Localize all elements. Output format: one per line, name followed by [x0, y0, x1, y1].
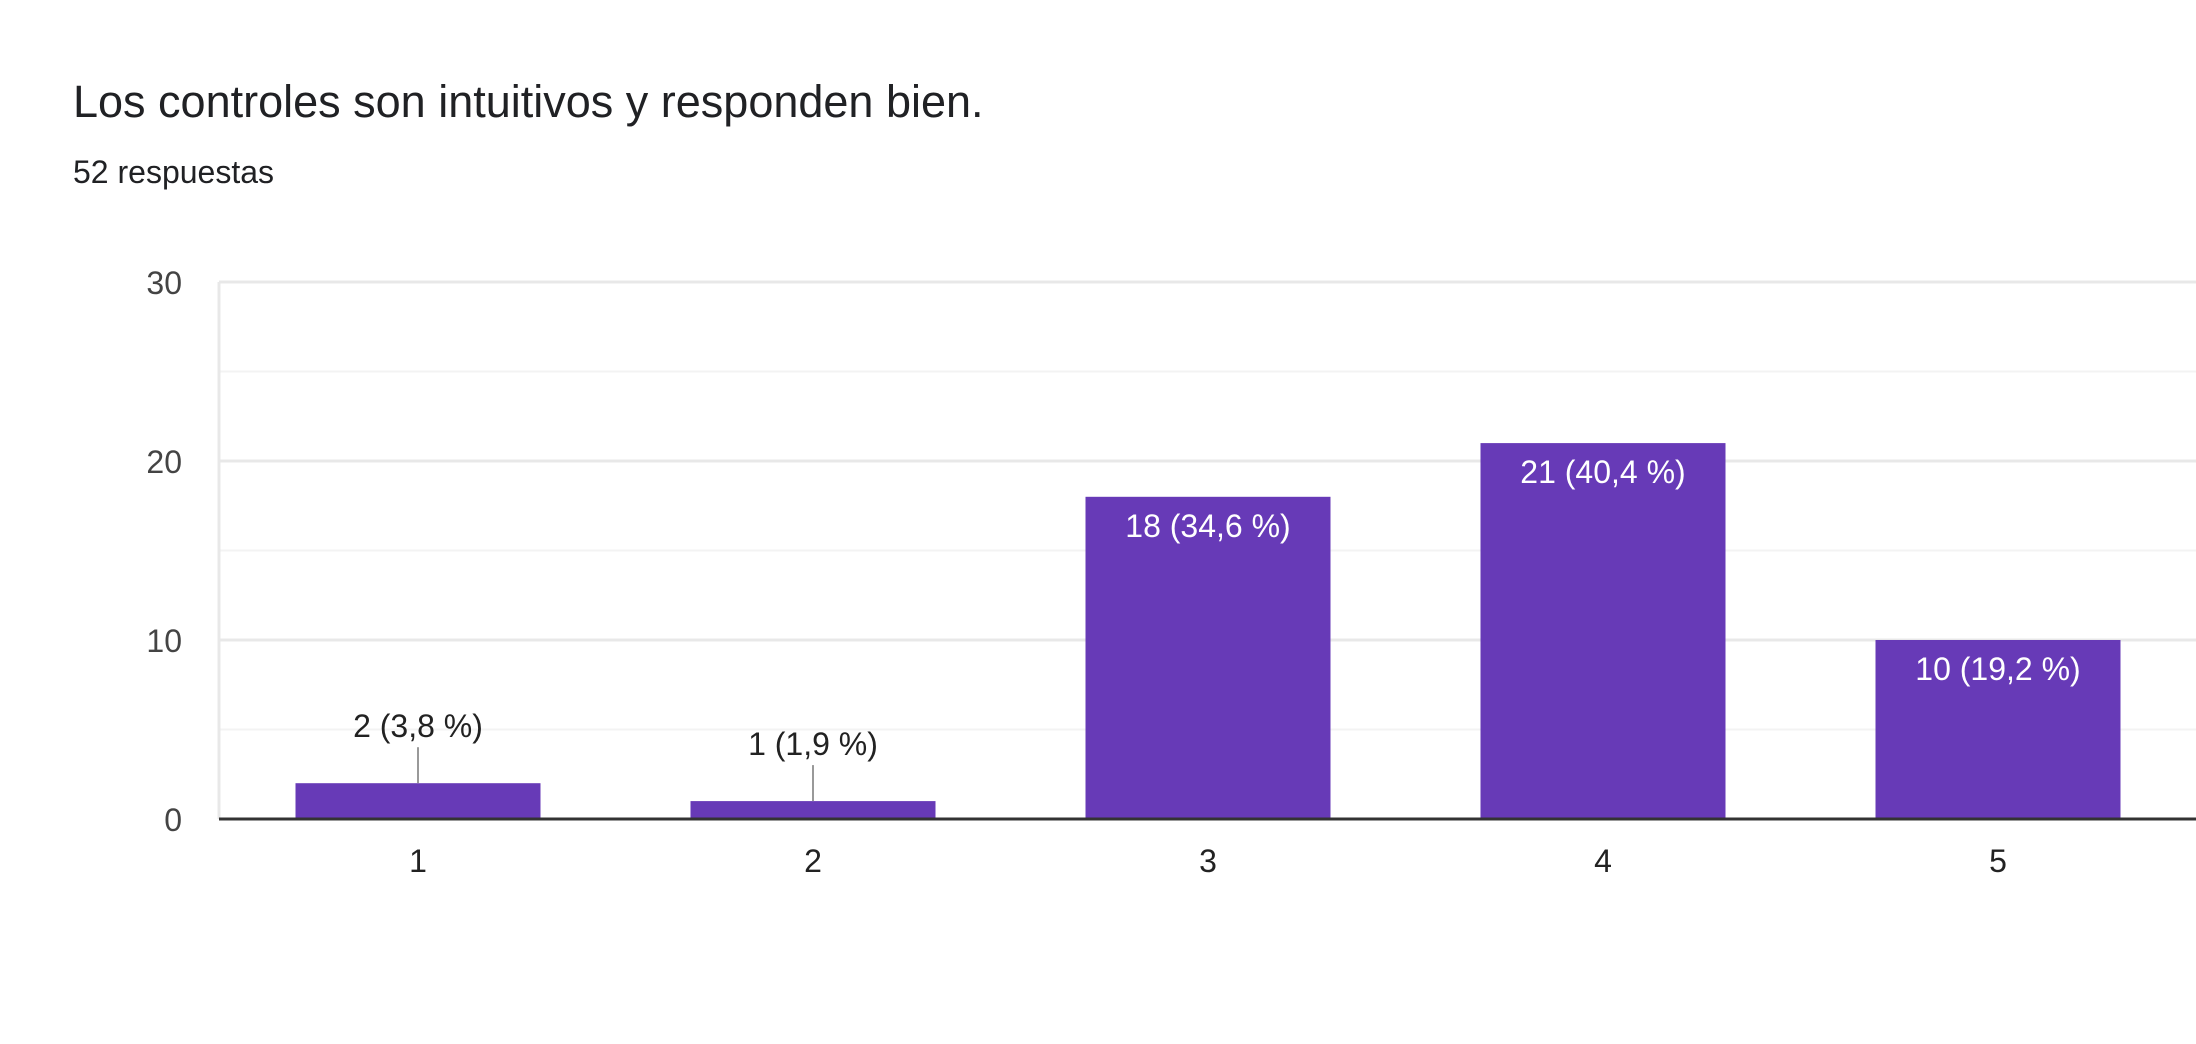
chart-header: Los controles son intuitivos y responden… — [73, 72, 984, 192]
bar — [1480, 443, 1726, 819]
y-tick-label: 0 — [164, 802, 182, 838]
y-tick-label: 30 — [146, 265, 182, 301]
bar — [1875, 640, 2121, 819]
data-label: 18 (34,6 %) — [1125, 508, 1290, 544]
x-tick-label: 2 — [804, 843, 822, 879]
data-label: 1 (1,9 %) — [748, 726, 878, 762]
y-tick-label: 10 — [146, 623, 182, 659]
data-label: 2 (3,8 %) — [353, 708, 483, 744]
response-count: 52 respuestas — [73, 154, 275, 190]
y-tick-label: 20 — [146, 444, 182, 480]
chart-title: Los controles son intuitivos y responden… — [73, 76, 984, 127]
bar — [295, 783, 541, 819]
data-label: 10 (19,2 %) — [1915, 651, 2080, 687]
data-label: 21 (40,4 %) — [1520, 454, 1685, 490]
bar — [690, 801, 936, 819]
x-tick-label: 5 — [1989, 843, 2007, 879]
x-tick-label: 4 — [1594, 843, 1612, 879]
x-tick-label: 1 — [409, 843, 427, 879]
x-tick-label: 3 — [1199, 843, 1217, 879]
bar — [1085, 496, 1331, 819]
